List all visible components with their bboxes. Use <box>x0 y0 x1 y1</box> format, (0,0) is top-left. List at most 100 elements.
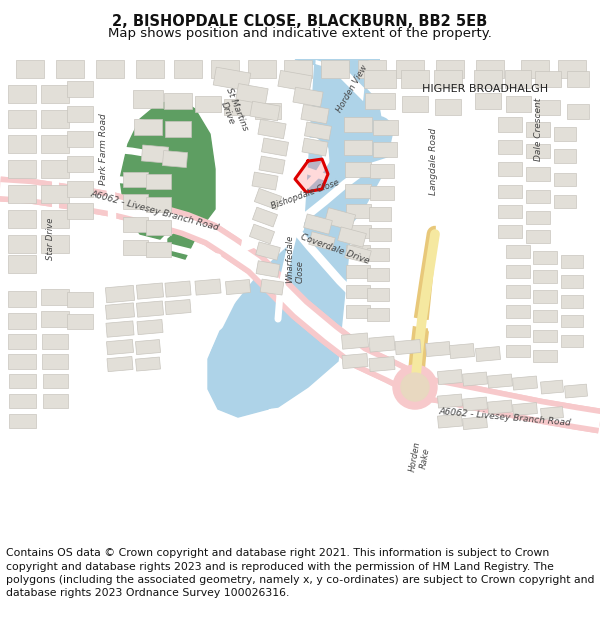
Bar <box>67 181 93 197</box>
Bar <box>488 400 512 414</box>
Bar <box>367 288 389 301</box>
Circle shape <box>401 373 429 401</box>
Bar <box>370 186 394 200</box>
Bar <box>533 289 557 302</box>
Bar <box>526 121 550 136</box>
Bar <box>498 116 522 131</box>
Bar <box>41 160 69 178</box>
Bar <box>8 291 36 307</box>
Bar <box>367 268 389 281</box>
Bar <box>8 85 36 103</box>
Bar <box>346 264 370 278</box>
Bar <box>463 397 487 411</box>
Bar <box>8 334 36 349</box>
Bar <box>506 325 530 337</box>
Text: Star Drive: Star Drive <box>46 218 55 260</box>
Bar <box>8 255 36 273</box>
Bar <box>248 60 276 78</box>
Bar <box>41 135 69 153</box>
Text: Horden View: Horden View <box>335 64 369 114</box>
Bar <box>476 60 504 78</box>
Bar <box>554 173 576 186</box>
Bar <box>165 121 191 137</box>
Bar <box>56 60 84 78</box>
Bar <box>512 402 538 416</box>
Bar <box>434 70 462 88</box>
Text: Coverdale Drive: Coverdale Drive <box>299 232 371 266</box>
Bar <box>554 149 576 163</box>
Bar <box>41 289 69 305</box>
Bar <box>401 70 429 88</box>
Bar <box>475 346 500 362</box>
Text: Contains OS data © Crown copyright and database right 2021. This information is : Contains OS data © Crown copyright and d… <box>6 548 595 598</box>
Bar <box>146 241 170 256</box>
Bar <box>8 135 36 153</box>
Bar <box>106 286 134 302</box>
Bar <box>373 141 397 156</box>
Bar <box>106 321 134 338</box>
Bar <box>134 119 162 135</box>
Bar <box>369 207 391 221</box>
Bar <box>346 204 371 218</box>
Bar <box>506 284 530 298</box>
Bar <box>475 93 501 109</box>
Text: Langdale Road: Langdale Road <box>429 127 438 194</box>
Bar <box>521 60 549 78</box>
Bar <box>325 208 356 231</box>
Bar <box>41 185 69 203</box>
Bar <box>137 319 163 334</box>
Polygon shape <box>120 99 215 239</box>
Bar <box>309 232 335 251</box>
Bar <box>346 284 370 298</box>
Bar <box>561 254 583 268</box>
Bar <box>42 354 68 369</box>
Bar <box>425 341 451 357</box>
Bar <box>498 162 522 176</box>
Bar <box>254 188 281 210</box>
Bar <box>226 279 251 294</box>
Bar <box>533 330 557 342</box>
Bar <box>463 372 487 386</box>
Bar <box>253 208 278 227</box>
Bar <box>136 357 160 371</box>
Bar <box>321 60 349 78</box>
Text: HIGHER BROADHALGH: HIGHER BROADHALGH <box>422 84 548 94</box>
Bar <box>338 227 367 248</box>
Bar <box>526 167 550 181</box>
Text: Dale Crescent: Dale Crescent <box>534 98 543 161</box>
Bar <box>96 60 124 78</box>
Bar <box>369 336 395 352</box>
Bar <box>250 224 275 244</box>
Bar <box>344 116 372 131</box>
Bar <box>136 60 164 78</box>
Bar <box>345 161 371 176</box>
Bar <box>67 203 93 219</box>
Bar <box>8 185 36 203</box>
Bar <box>304 214 332 234</box>
Bar <box>561 335 583 347</box>
Polygon shape <box>208 59 385 417</box>
Bar <box>498 140 522 154</box>
Bar <box>122 216 148 231</box>
Bar <box>122 239 148 254</box>
Bar <box>146 174 170 189</box>
Bar <box>250 101 280 121</box>
Bar <box>541 407 563 419</box>
Bar <box>436 60 464 78</box>
Bar <box>435 99 461 115</box>
Bar <box>449 344 475 359</box>
Text: Map shows position and indicative extent of the property.: Map shows position and indicative extent… <box>108 27 492 40</box>
Text: A6062 - Livesey Branch Road: A6062 - Livesey Branch Road <box>90 189 220 232</box>
Bar <box>278 71 312 92</box>
Bar <box>41 210 69 228</box>
Bar <box>146 219 170 234</box>
Bar <box>345 184 371 198</box>
Bar <box>122 171 148 186</box>
Bar <box>369 356 395 372</box>
Polygon shape <box>295 159 328 192</box>
Bar <box>262 138 289 156</box>
Bar <box>505 70 531 88</box>
Bar <box>474 70 502 88</box>
Text: Horden
Rake: Horden Rake <box>408 440 432 474</box>
Bar <box>395 339 421 354</box>
